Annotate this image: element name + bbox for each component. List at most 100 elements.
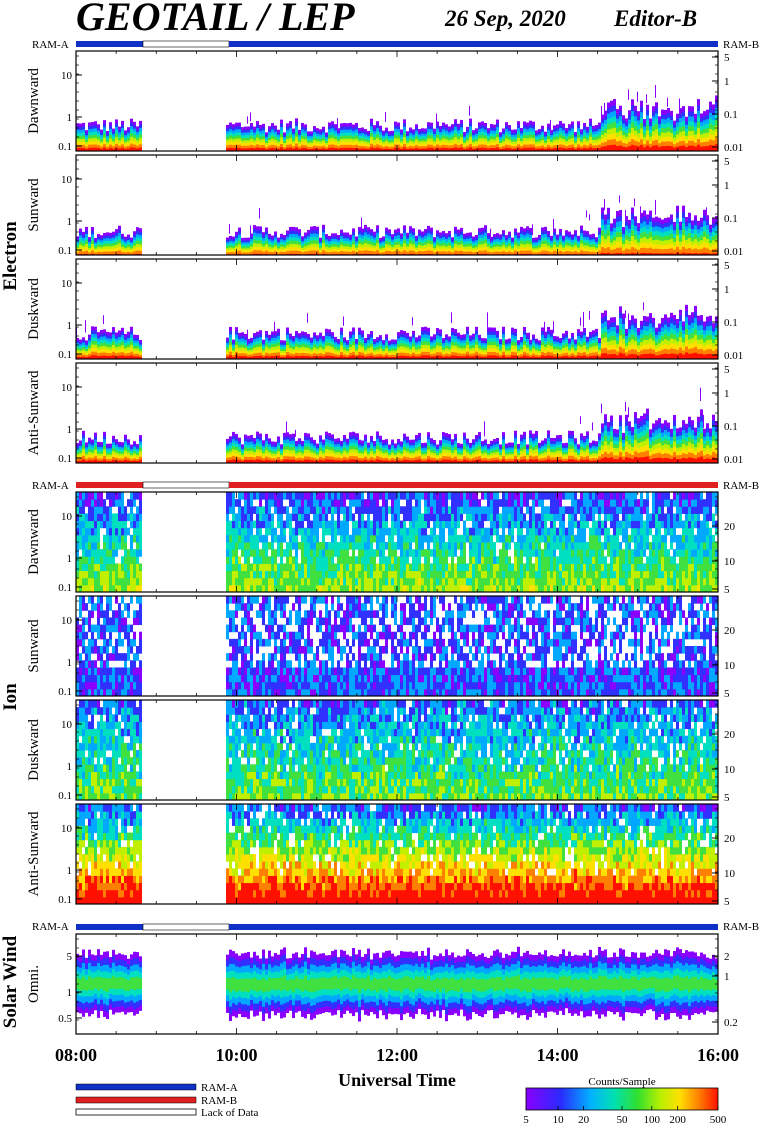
- right-tick-label: 0.2: [724, 1017, 738, 1029]
- left-tick-label: 0.1: [58, 790, 72, 802]
- legend-label-lack: Lack of Data: [201, 1107, 259, 1119]
- left-tick-label: 1: [67, 761, 73, 773]
- panel-electron-duskward: 10 1 0.1 5 1 0.1 0.01 Duskward: [26, 258, 743, 362]
- panel-solar-wind-omni: 5 1 0.5 2 1 0.2 Omni.: [26, 933, 738, 1035]
- spectrogram-electron-duskward: [76, 302, 718, 359]
- spectrogram-ion-anti-sunward: [76, 804, 718, 904]
- colorbar-title: Counts/Sample: [588, 1076, 655, 1088]
- left-tick-label: 1: [67, 553, 73, 565]
- figure-editor: Editor-B: [613, 6, 697, 31]
- legend-label-ram-b: RAM-B: [201, 1095, 237, 1107]
- electron-mode-bar: [76, 40, 718, 48]
- x-tick-label: 08:00: [55, 1045, 97, 1065]
- sw-mode-bar: [76, 923, 718, 931]
- right-tick-label: 5: [724, 52, 730, 64]
- electron-mode-right-label: RAM-B: [723, 39, 759, 51]
- right-tick-label: 5: [724, 688, 730, 700]
- left-tick-label: 10: [61, 382, 73, 394]
- right-tick-label: 0.01: [724, 142, 743, 154]
- right-tick-label: 10: [724, 660, 736, 672]
- panel-name-label: Sunward: [26, 178, 42, 232]
- left-tick-label: 1: [67, 112, 73, 124]
- colorbar-tick-label: 5: [523, 1114, 529, 1126]
- colorbar-tick-label: 20: [578, 1114, 590, 1126]
- x-tick-label: 10:00: [216, 1045, 258, 1065]
- right-tick-label: 0.1: [724, 421, 738, 433]
- x-tick-label: 14:00: [537, 1045, 579, 1065]
- colorbar-tick-label: 50: [617, 1114, 629, 1126]
- right-tick-label: 0.1: [724, 109, 738, 121]
- right-tick-label: 10: [724, 764, 736, 776]
- left-tick-label: 0.1: [58, 141, 72, 153]
- right-tick-label: 5: [724, 792, 730, 804]
- right-tick-label: 10: [724, 868, 736, 880]
- left-tick-label: 10: [61, 823, 73, 835]
- right-tick-label: 1: [724, 180, 730, 192]
- mode-legend: RAM-A RAM-B Lack of Data: [75, 1082, 259, 1119]
- colorbar-tick-label: 10: [553, 1114, 565, 1126]
- right-tick-label: 20: [724, 625, 736, 637]
- left-tick-label: 0.1: [58, 582, 72, 594]
- right-tick-label: 10: [724, 556, 736, 568]
- colorbar-tick-label: 500: [710, 1114, 727, 1126]
- left-tick-label: 1: [67, 424, 73, 436]
- group-label-solar-wind: Solar Wind: [0, 935, 21, 1028]
- left-tick-label: 0.1: [58, 349, 72, 361]
- right-tick-label: 0.01: [724, 246, 743, 258]
- group-label-ion: Ion: [0, 683, 21, 711]
- ion-mode-right-label: RAM-B: [723, 480, 759, 492]
- left-tick-label: 0.1: [58, 686, 72, 698]
- panel-ion-sunward: 10 1 0.1 20 10 5 Sunward: [26, 595, 736, 700]
- x-tick-label: 16:00: [697, 1045, 739, 1065]
- right-tick-label: 2: [724, 951, 730, 963]
- group-label-electron: Electron: [0, 221, 21, 291]
- right-tick-label: 5: [724, 260, 730, 272]
- right-tick-label: 1: [724, 388, 730, 400]
- right-tick-label: 1: [724, 971, 730, 983]
- left-tick-label: 1: [67, 987, 73, 999]
- panel-name-label: Duskward: [26, 719, 42, 781]
- right-tick-label: 1: [724, 284, 730, 296]
- panel-name-label: Duskward: [26, 278, 42, 340]
- legend-swatch-lack: [75, 1108, 197, 1116]
- sw-mode-left-label: RAM-A: [32, 921, 69, 933]
- ion-mode-left-label: RAM-A: [32, 480, 69, 492]
- panel-name-label: Sunward: [26, 619, 42, 673]
- spectrogram-ion-dawnward: [76, 492, 718, 592]
- right-tick-label: 5: [724, 584, 730, 596]
- left-tick-label: 1: [67, 657, 73, 669]
- left-tick-label: 10: [61, 511, 73, 523]
- left-tick-label: 0.5: [58, 1013, 72, 1025]
- left-tick-label: 10: [61, 70, 73, 82]
- right-tick-label: 0.1: [724, 213, 738, 225]
- spectrogram-solar-wind-omni: [76, 946, 718, 1022]
- panel-name-label: Anti-Sunward: [26, 370, 42, 455]
- spectrogram-ion-duskward: [76, 700, 718, 800]
- left-tick-label: 1: [67, 216, 73, 228]
- left-tick-label: 1: [67, 865, 73, 877]
- right-tick-label: 20: [724, 521, 736, 533]
- colorbar-tick-label: 200: [669, 1114, 686, 1126]
- left-tick-label: 0.1: [58, 245, 72, 257]
- panel-ion-dawnward: 10 1 0.1 20 10 5 Dawnward: [26, 491, 736, 596]
- right-tick-label: 0.01: [724, 350, 743, 362]
- left-tick-label: 10: [61, 719, 73, 731]
- legend-label-ram-a: RAM-A: [201, 1082, 238, 1094]
- left-tick-label: 0.1: [58, 453, 72, 465]
- left-tick-label: 10: [61, 615, 73, 627]
- right-tick-label: 20: [724, 833, 736, 845]
- spectrogram-ion-sunward: [76, 596, 718, 696]
- figure-title: GEOTAIL / LEP: [76, 0, 355, 39]
- panel-name-label: Omni.: [26, 965, 42, 1003]
- right-tick-label: 5: [724, 156, 730, 168]
- panel-electron-dawnward: 10 1 0.1 5 1 0.1 0.01 Dawnward: [26, 50, 743, 154]
- spectrogram-electron-sunward: [76, 195, 718, 255]
- panel-electron-sunward: 10 1 0.1 5 1 0.1 0.01 Sunward: [26, 154, 743, 258]
- right-tick-label: 5: [724, 896, 730, 908]
- panel-name-label: Dawnward: [26, 509, 42, 575]
- left-tick-label: 1: [67, 320, 73, 332]
- right-tick-label: 20: [724, 729, 736, 741]
- electron-mode-left-label: RAM-A: [32, 39, 69, 51]
- colorbar-tick-label: 100: [644, 1114, 661, 1126]
